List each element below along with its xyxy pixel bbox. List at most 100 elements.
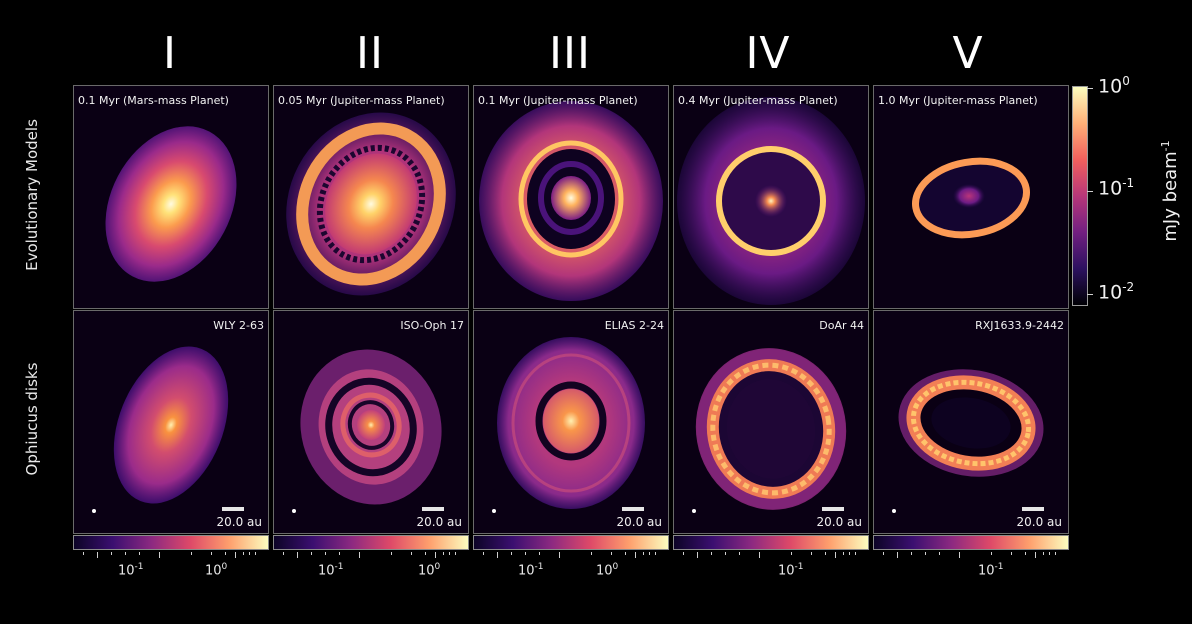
colorbar-tick [191,552,192,555]
colorbar-tick [83,552,84,555]
colorbar-tick [297,552,298,558]
colorbar-tick [625,552,626,555]
scale-bar-2 [422,507,444,511]
main-colorbar-tick-bottom [1087,294,1093,295]
colorbar-tick [511,552,512,555]
colorbar-tick [325,552,326,555]
colorbar-tick [883,552,884,555]
colorbar-tick [591,552,592,555]
colorbar-tick [739,552,740,555]
panel-colorbar-label-2b: 100 [418,562,441,579]
panel-colorbar-label-1b: 100 [205,562,228,579]
observation-caption-2: ISO-Oph 17 [400,319,464,332]
observed-disk-image-2 [300,349,442,505]
scale-bar-4 [822,507,844,511]
colorbar-tick [97,552,98,558]
observation-caption-3: ELIAS 2-24 [604,319,664,332]
colorbar-tick [1049,552,1050,555]
colorbar-tick [649,552,650,555]
panel-colorbar-4 [673,535,869,550]
beam-marker-2 [292,509,296,513]
panel-colorbar-ticks-5 [873,552,1069,560]
model-panel-3: 0.1 Myr (Jupiter-mass Planet) [473,85,669,309]
colorbar-tick [711,552,712,555]
colorbar-tick [1055,552,1056,555]
colorbar-tick [759,552,760,558]
colorbar-tick [855,552,856,555]
beam-marker-1 [92,509,96,513]
row-label-observations: Ophiucus disks [23,362,41,476]
colorbar-tick [939,552,940,555]
colorbar-tick [455,552,456,555]
colorbar-tick [497,552,498,558]
scale-label-4: 20.0 au [816,515,863,529]
scale-bar-5 [1022,507,1044,511]
colorbar-tick [483,552,484,555]
colorbar-tick [159,552,160,558]
colorbar-tick [635,552,636,558]
panel-colorbar-1 [73,535,269,550]
colorbar-tick [1025,552,1026,555]
colorbar-tick [655,552,656,555]
panel-colorbar-ticks-3 [473,552,669,560]
panel-colorbar-2 [273,535,469,550]
observed-disk-image-4 [695,348,847,510]
main-colorbar-label-bottom: 10-2 [1098,280,1135,304]
panel-colorbar-label-3b: 100 [596,562,619,579]
scale-label-2: 20.0 au [416,515,463,529]
colorbar-tick [835,552,836,558]
beam-marker-4 [692,509,696,513]
panel-colorbar-label-5a: 10-1 [978,562,1004,579]
observation-panel-2: ISO-Oph 17 20.0 au [273,310,469,534]
observation-caption-4: DoAr 44 [819,319,864,332]
model-caption-1: 0.1 Myr (Mars-mass Planet) [78,94,229,107]
main-colorbar-label-top: 100 [1098,74,1130,98]
model-caption-5: 1.0 Myr (Jupiter-mass Planet) [878,94,1038,107]
colorbar-tick [125,552,126,555]
main-colorbar-tick-mid [1087,191,1093,192]
colorbar-tick [959,552,960,558]
scale-label-5: 20.0 au [1016,515,1063,529]
colorbar-tick [643,552,644,555]
column-label-2: II [356,28,384,79]
colorbar-tick [449,552,450,555]
colorbar-tick [1011,552,1012,555]
colorbar-tick [911,552,912,555]
colorbar-tick [435,552,436,558]
colorbar-tick [211,552,212,555]
main-colorbar-title: mJy beam-1 [1159,140,1181,242]
model-panel-2: 0.05 Myr (Jupiter-mass Planet) [273,85,469,309]
colorbar-tick [925,552,926,555]
colorbar-tick [725,552,726,555]
beam-marker-5 [892,509,896,513]
colorbar-tick [225,552,226,555]
panel-colorbar-label-2a: 10-1 [318,562,344,579]
colorbar-tick [825,552,826,555]
colorbar-tick [611,552,612,555]
colorbar-tick [339,552,340,555]
colorbar-tick [111,552,112,555]
colorbar-tick [697,552,698,558]
column-label-5: V [952,28,984,79]
colorbar-tick [139,552,140,555]
model-panel-4: 0.4 Myr (Jupiter-mass Planet) [673,85,869,309]
colorbar-tick [525,552,526,555]
colorbar-tick [443,552,444,555]
colorbar-tick [849,552,850,555]
observation-panel-3: ELIAS 2-24 20.0 au [473,310,669,534]
panel-colorbar-label-3a: 10-1 [518,562,544,579]
model-caption-2: 0.05 Myr (Jupiter-mass Planet) [278,94,445,107]
colorbar-tick [391,552,392,555]
colorbar-tick [811,552,812,555]
main-colorbar-label-mid: 10-1 [1098,176,1135,200]
panel-colorbar-label-4a: 10-1 [778,562,804,579]
panel-colorbar-3 [473,535,669,550]
panel-colorbar-5 [873,535,1069,550]
colorbar-tick [411,552,412,555]
colorbar-tick [991,552,992,555]
column-label-1: I [163,28,177,79]
model-panel-1: 0.1 Myr (Mars-mass Planet) [73,85,269,309]
scale-label-3: 20.0 au [616,515,663,529]
observation-panel-1: WLY 2-63 20.0 au [73,310,269,534]
main-colorbar [1072,86,1088,306]
